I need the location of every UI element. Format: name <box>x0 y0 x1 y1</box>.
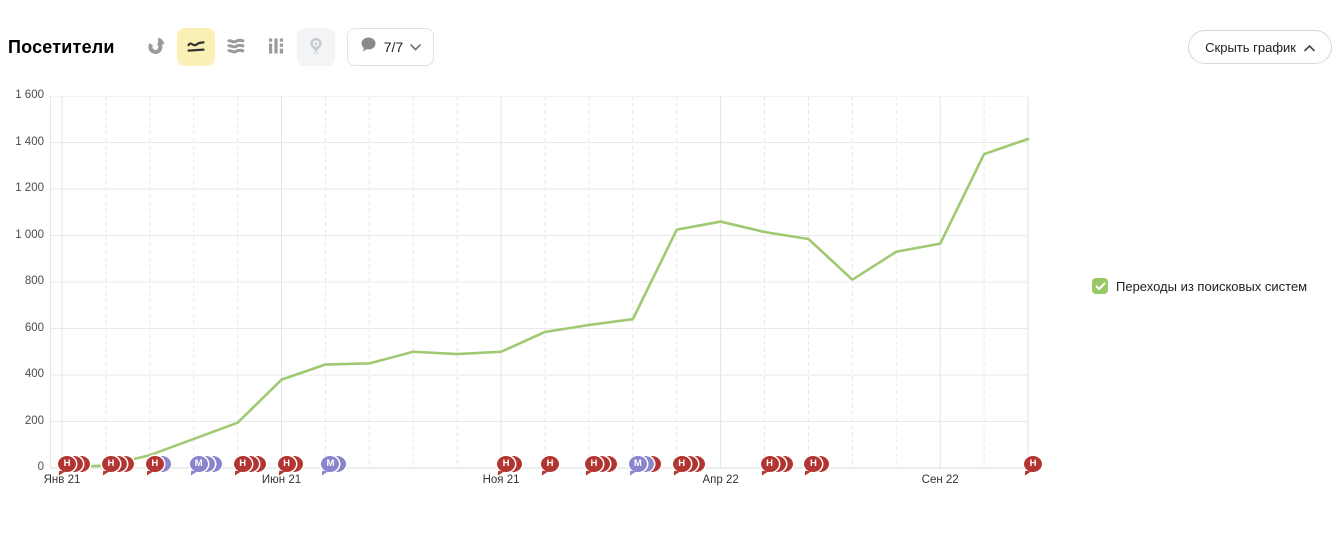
chart-type-toolbar <box>137 28 335 66</box>
chevron-down-icon <box>410 38 422 56</box>
note-bubble: Н <box>277 456 296 472</box>
note-letter: М <box>194 458 203 469</box>
legend-item-search-traffic[interactable]: Переходы из поисковых систем <box>1092 278 1307 294</box>
note-marker[interactable]: Н <box>541 456 559 478</box>
note-marker[interactable]: Н <box>497 456 523 478</box>
bar-chart-button[interactable] <box>257 28 295 66</box>
stacked-area-chart-button[interactable] <box>217 28 255 66</box>
chart-header: Посетители <box>0 0 1340 80</box>
note-marker[interactable]: Н <box>233 456 266 478</box>
note-letter: Н <box>502 458 510 469</box>
note-marker[interactable]: М <box>189 456 222 478</box>
x-axis-tick-label: Июн 21 <box>261 474 302 486</box>
note-bubble-icon <box>360 36 377 58</box>
page-title: Посетители <box>8 36 115 57</box>
note-bubble: Н <box>1024 456 1042 472</box>
hide-chart-label: Скрыть график <box>1205 39 1296 55</box>
note-letter: Н <box>63 458 71 469</box>
series-line[interactable] <box>60 137 1030 469</box>
note-letter: Н <box>107 458 115 469</box>
note-letter: Н <box>590 458 598 469</box>
note-marker[interactable]: Н <box>760 456 793 478</box>
x-axis-tick-label: Апр 22 <box>702 474 739 486</box>
note-marker[interactable]: Н <box>804 456 830 478</box>
pie-chart-button[interactable] <box>137 28 175 66</box>
note-marker[interactable]: М <box>628 456 661 478</box>
map-button[interactable] <box>296 28 335 66</box>
stacked-area-chart-icon <box>226 36 246 59</box>
note-letter: Н <box>810 458 817 469</box>
y-axis-tick-label: 1 000 <box>15 228 44 241</box>
note-bubble: Н <box>233 456 252 472</box>
chart-area: Переходы из поисковых систем 0 200 400 600 8… <box>0 80 1340 536</box>
y-axis-tick-label: 0 <box>37 461 44 473</box>
y-axis-tick-label: 600 <box>24 321 44 334</box>
note-bubble: Н <box>584 456 603 472</box>
y-axis-tick-label: 1 200 <box>15 182 44 194</box>
note-letter: Н <box>1029 458 1037 469</box>
bar-chart-icon <box>266 36 286 59</box>
hide-chart-button[interactable]: Скрыть график <box>1188 30 1332 64</box>
note-bubble: Н <box>145 456 164 472</box>
note-marker[interactable]: Н <box>145 456 171 478</box>
note-bubble: Н <box>760 456 779 472</box>
note-bubble: М <box>628 456 647 472</box>
map-pin-icon <box>306 36 326 59</box>
note-bubble: М <box>189 456 208 472</box>
note-bubble: Н <box>804 456 823 472</box>
note-marker[interactable]: М <box>321 456 347 478</box>
plot-canvas <box>50 96 1030 469</box>
note-letter: Н <box>151 458 159 469</box>
note-marker[interactable]: Н <box>58 456 90 478</box>
note-bubble: Н <box>497 456 516 472</box>
note-marker[interactable]: Н <box>584 456 617 478</box>
line-chart-icon <box>186 36 206 59</box>
note-marker[interactable]: Н <box>672 456 705 478</box>
line-chart-button[interactable] <box>176 28 215 66</box>
note-letter: Н <box>678 458 686 469</box>
y-axis-tick-label: 1 400 <box>15 135 44 148</box>
note-marker[interactable]: Н <box>101 456 134 478</box>
note-bubble: Н <box>672 456 691 472</box>
x-axis-tick-label: Сен 22 <box>921 474 959 486</box>
note-marker[interactable]: Н <box>277 456 303 478</box>
note-letter: М <box>633 458 642 469</box>
note-bubble: Н <box>101 456 120 472</box>
notes-count-label: 7/7 <box>383 39 404 55</box>
note-letter: Н <box>546 458 554 469</box>
x-axis-tick-label: Ноя 21 <box>482 474 520 486</box>
y-axis-tick-label: 1 600 <box>15 89 44 101</box>
chevron-up-icon <box>1304 40 1315 55</box>
legend-checkbox[interactable] <box>1092 278 1108 294</box>
note-letter: М <box>326 458 335 469</box>
note-bubble: М <box>321 456 340 472</box>
note-letter: Н <box>283 458 290 469</box>
note-letter: Н <box>239 458 247 469</box>
note-letter: Н <box>766 458 773 469</box>
y-axis-tick-label: 400 <box>24 368 44 380</box>
note-bubble: Н <box>58 456 76 472</box>
note-bubble: Н <box>541 456 559 472</box>
pie-chart-icon <box>146 36 166 59</box>
y-axis-tick-label: 800 <box>24 275 44 287</box>
note-marker[interactable]: Н <box>1024 456 1042 478</box>
y-axis-tick-label: 200 <box>24 414 44 427</box>
notes-filter-dropdown[interactable]: 7/7 <box>346 28 435 66</box>
x-axis-tick-label: Янв 21 <box>43 474 81 486</box>
legend-label: Переходы из поисковых систем <box>1116 278 1308 294</box>
